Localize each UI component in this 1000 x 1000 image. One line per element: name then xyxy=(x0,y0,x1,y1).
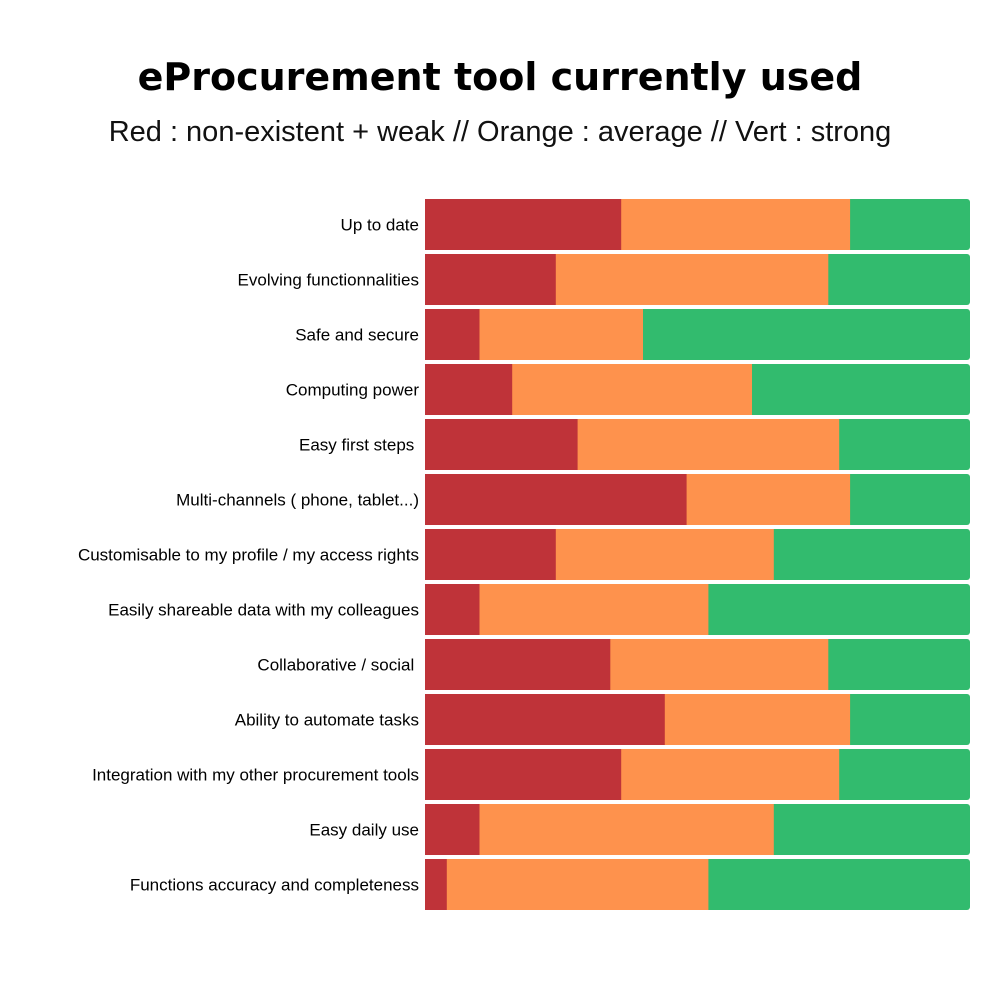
bar-row xyxy=(425,309,970,360)
bar-row xyxy=(425,639,970,690)
bar-segment-weak xyxy=(425,529,557,580)
category-label: Computing power xyxy=(286,381,420,400)
bar-row xyxy=(425,529,970,580)
bar-segment-strong xyxy=(850,694,970,745)
bar-row xyxy=(425,419,970,470)
bar-segment-weak xyxy=(425,474,688,525)
bar-area xyxy=(425,199,970,910)
category-label: Integration with my other procurement to… xyxy=(92,766,419,785)
bar-row xyxy=(425,804,970,855)
bar-row xyxy=(425,694,970,745)
bar-row xyxy=(425,254,970,305)
category-labels: Up to date Evolving functionnalities Safe … xyxy=(78,216,419,895)
bar-segment-weak xyxy=(425,199,622,250)
bar-segment-average xyxy=(577,419,840,470)
chart-subtitle: Red : non-existent + weak // Orange : av… xyxy=(108,116,892,148)
category-label: Multi-channels ( phone, tablet...) xyxy=(176,491,419,510)
bar-segment-weak xyxy=(425,639,611,690)
category-label: Safe and secure xyxy=(295,326,419,345)
category-label: Ability to automate tasks xyxy=(235,711,419,730)
bar-segment-strong xyxy=(839,749,970,800)
bar-segment-strong xyxy=(708,584,970,635)
bar-segment-strong xyxy=(850,474,970,525)
bar-segment-strong xyxy=(773,529,970,580)
bar-row xyxy=(425,364,970,415)
bar-row xyxy=(425,859,970,910)
bar-segment-strong xyxy=(708,859,970,910)
bar-segment-weak xyxy=(425,859,448,910)
bar-segment-average xyxy=(555,254,829,305)
bar-segment-weak xyxy=(425,364,513,415)
bar-segment-average xyxy=(479,584,709,635)
bar-segment-weak xyxy=(425,749,622,800)
bar-segment-weak xyxy=(425,804,480,855)
bar-segment-strong xyxy=(828,254,970,305)
category-label: Easy daily use xyxy=(309,821,419,840)
bar-segment-average xyxy=(479,309,644,360)
bar-segment-average xyxy=(610,639,829,690)
bar-segment-weak xyxy=(425,309,480,360)
bar-row xyxy=(425,749,970,800)
bar-segment-strong xyxy=(828,639,970,690)
bar-segment-strong xyxy=(839,419,970,470)
bar-segment-strong xyxy=(773,804,970,855)
bar-segment-average xyxy=(686,474,851,525)
bar-segment-average xyxy=(621,749,840,800)
chart-title: eProcurement tool currently used xyxy=(137,55,863,99)
bar-segment-average xyxy=(664,694,851,745)
bar-segment-strong xyxy=(752,364,970,415)
bar-segment-weak xyxy=(425,254,557,305)
category-label: Functions accuracy and completeness xyxy=(130,876,419,895)
bar-row xyxy=(425,199,970,250)
bar-row xyxy=(425,474,970,525)
category-label: Up to date xyxy=(341,216,419,235)
bar-segment-weak xyxy=(425,419,579,470)
bar-segment-weak xyxy=(425,694,666,745)
bar-segment-average xyxy=(621,199,851,250)
category-label: Collaborative / social xyxy=(257,656,419,675)
bar-row xyxy=(425,584,970,635)
category-label: Easy first steps xyxy=(299,436,419,455)
bar-segment-average xyxy=(512,364,753,415)
category-label: Evolving functionnalities xyxy=(238,271,419,290)
category-label: Easily shareable data with my colleagues xyxy=(108,601,419,620)
bar-segment-strong xyxy=(850,199,970,250)
bar-segment-average xyxy=(446,859,709,910)
bar-segment-strong xyxy=(643,309,970,360)
category-label: Customisable to my profile / my access r… xyxy=(78,546,419,565)
bar-segment-average xyxy=(479,804,775,855)
bar-segment-weak xyxy=(425,584,480,635)
bar-segment-average xyxy=(555,529,775,580)
